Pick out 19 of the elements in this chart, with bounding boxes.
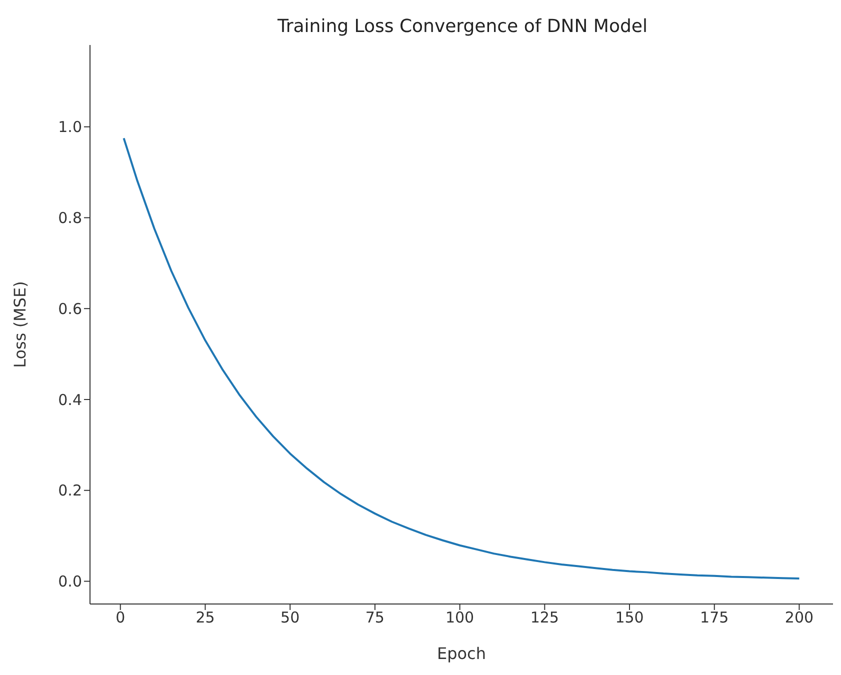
chart-title: Training Loss Convergence of DNN Model	[276, 16, 648, 37]
y-axis-title: Loss (MSE)	[10, 281, 30, 368]
y-tick-label: 0.8	[58, 209, 82, 228]
y-tick-label: 0.6	[58, 300, 82, 318]
x-tick-label: 25	[196, 608, 215, 627]
x-tick-label: 50	[280, 608, 300, 627]
x-tick-label: 0	[116, 608, 126, 627]
x-tick-label: 100	[445, 608, 474, 627]
y-tick-label: 0.0	[58, 572, 82, 591]
x-tick-label: 125	[530, 608, 559, 627]
x-axis-title: Epoch	[437, 644, 486, 663]
line-series	[122, 137, 800, 580]
x-tick-label: 200	[784, 608, 814, 627]
x-tick-label: 75	[365, 608, 384, 627]
y-tick-label: 0.2	[58, 482, 82, 500]
x-tick-label: 175	[700, 608, 729, 627]
x-tick-label: 150	[615, 608, 644, 627]
y-tick-label: 0.4	[58, 390, 82, 409]
y-tick-label: 1.0	[58, 118, 82, 136]
